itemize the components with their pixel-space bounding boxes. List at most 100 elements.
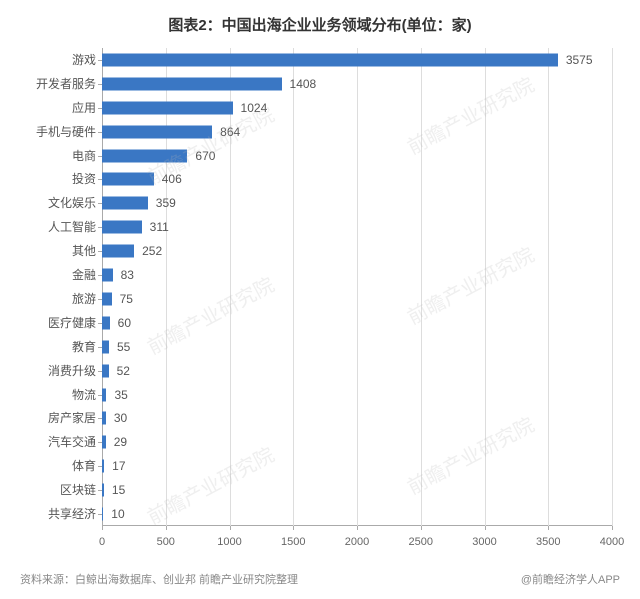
bar <box>102 412 106 425</box>
value-label: 359 <box>156 197 176 209</box>
value-label: 311 <box>150 221 169 233</box>
value-label: 55 <box>117 341 130 353</box>
category-label: 物流 <box>18 389 96 401</box>
value-label: 52 <box>117 365 130 377</box>
x-tick-mark <box>230 526 231 530</box>
category-label: 金融 <box>18 269 96 281</box>
bar <box>102 340 109 353</box>
x-tick-label: 2000 <box>345 536 369 548</box>
value-label: 406 <box>162 173 182 185</box>
x-tick-label: 3500 <box>536 536 560 548</box>
bar <box>102 125 212 138</box>
category-label: 区块链 <box>18 484 96 496</box>
bar-row: 投资406 <box>102 168 612 192</box>
bar-row: 物流35 <box>102 383 612 407</box>
category-label: 教育 <box>18 341 96 353</box>
category-label: 开发者服务 <box>18 78 96 90</box>
x-tick-label: 1000 <box>217 536 241 548</box>
value-label: 3575 <box>566 54 593 66</box>
chart-footer: 资料来源：白鲸出海数据库、创业邦 前瞻产业研究院整理 @前瞻经济学人APP <box>20 571 620 587</box>
x-tick-mark <box>421 526 422 530</box>
x-tick-mark <box>357 526 358 530</box>
category-label: 汽车交通 <box>18 436 96 448</box>
category-label: 投资 <box>18 173 96 185</box>
value-label: 29 <box>114 436 127 448</box>
bar <box>102 77 282 90</box>
bar-row: 开发者服务1408 <box>102 72 612 96</box>
category-label: 房产家居 <box>18 412 96 424</box>
bar-row: 区块链15 <box>102 478 612 502</box>
value-label: 670 <box>195 150 215 162</box>
bar <box>102 269 113 282</box>
category-label: 消费升级 <box>18 365 96 377</box>
x-tick-label: 4000 <box>600 536 624 548</box>
bar <box>102 101 233 114</box>
bar-row: 汽车交通29 <box>102 430 612 454</box>
chart-title: 图表2：中国出海企业业务领域分布(单位：家) <box>0 0 640 43</box>
value-label: 10 <box>111 508 124 520</box>
bar-row: 应用1024 <box>102 96 612 120</box>
bar <box>102 508 103 521</box>
bar-row: 体育17 <box>102 454 612 478</box>
category-label: 游戏 <box>18 54 96 66</box>
x-tick-mark <box>102 526 103 530</box>
bar <box>102 292 112 305</box>
value-label: 35 <box>114 389 127 401</box>
bar <box>102 316 110 329</box>
chart-area: 游戏3575开发者服务1408应用1024手机与硬件864电商670投资406文… <box>20 48 620 548</box>
category-label: 应用 <box>18 102 96 114</box>
bar-row: 电商670 <box>102 144 612 168</box>
category-label: 共享经济 <box>18 508 96 520</box>
value-label: 60 <box>118 317 131 329</box>
bar <box>102 149 187 162</box>
category-label: 体育 <box>18 460 96 472</box>
plot-region: 游戏3575开发者服务1408应用1024手机与硬件864电商670投资406文… <box>102 48 612 526</box>
value-label: 83 <box>121 269 134 281</box>
bar-row: 共享经济10 <box>102 502 612 526</box>
source-text: 资料来源：白鲸出海数据库、创业邦 前瞻产业研究院整理 <box>20 571 298 587</box>
gridline <box>612 48 613 526</box>
bar <box>102 53 558 66</box>
bar <box>102 364 109 377</box>
value-label: 75 <box>120 293 133 305</box>
bar <box>102 388 106 401</box>
x-tick-mark <box>548 526 549 530</box>
bar <box>102 436 106 449</box>
x-tick-mark <box>166 526 167 530</box>
bar <box>102 484 104 497</box>
bar-row: 消费升级52 <box>102 359 612 383</box>
bar-row: 金融83 <box>102 263 612 287</box>
bar <box>102 460 104 473</box>
category-label: 医疗健康 <box>18 317 96 329</box>
bar-row: 手机与硬件864 <box>102 120 612 144</box>
category-label: 文化娱乐 <box>18 197 96 209</box>
x-tick-mark <box>612 526 613 530</box>
bar <box>102 245 134 258</box>
category-label: 手机与硬件 <box>18 126 96 138</box>
x-tick-label: 1500 <box>281 536 305 548</box>
bar <box>102 173 154 186</box>
value-label: 1024 <box>241 102 268 114</box>
x-tick-label: 3000 <box>472 536 496 548</box>
value-label: 15 <box>112 484 125 496</box>
bar-row: 游戏3575 <box>102 48 612 72</box>
bar-row: 房产家居30 <box>102 407 612 431</box>
x-tick-label: 2500 <box>409 536 433 548</box>
category-label: 电商 <box>18 150 96 162</box>
value-label: 1408 <box>290 78 317 90</box>
bar-row: 教育55 <box>102 335 612 359</box>
attribution-text: @前瞻经济学人APP <box>521 571 620 587</box>
value-label: 864 <box>220 126 240 138</box>
value-label: 17 <box>112 460 125 472</box>
bar-row: 其他252 <box>102 239 612 263</box>
bar-row: 医疗健康60 <box>102 311 612 335</box>
x-tick-label: 500 <box>157 536 175 548</box>
value-label: 252 <box>142 245 162 257</box>
bar-row: 旅游75 <box>102 287 612 311</box>
category-label: 旅游 <box>18 293 96 305</box>
bar <box>102 221 142 234</box>
value-label: 30 <box>114 412 127 424</box>
category-label: 其他 <box>18 245 96 257</box>
bar <box>102 197 148 210</box>
category-label: 人工智能 <box>18 221 96 233</box>
